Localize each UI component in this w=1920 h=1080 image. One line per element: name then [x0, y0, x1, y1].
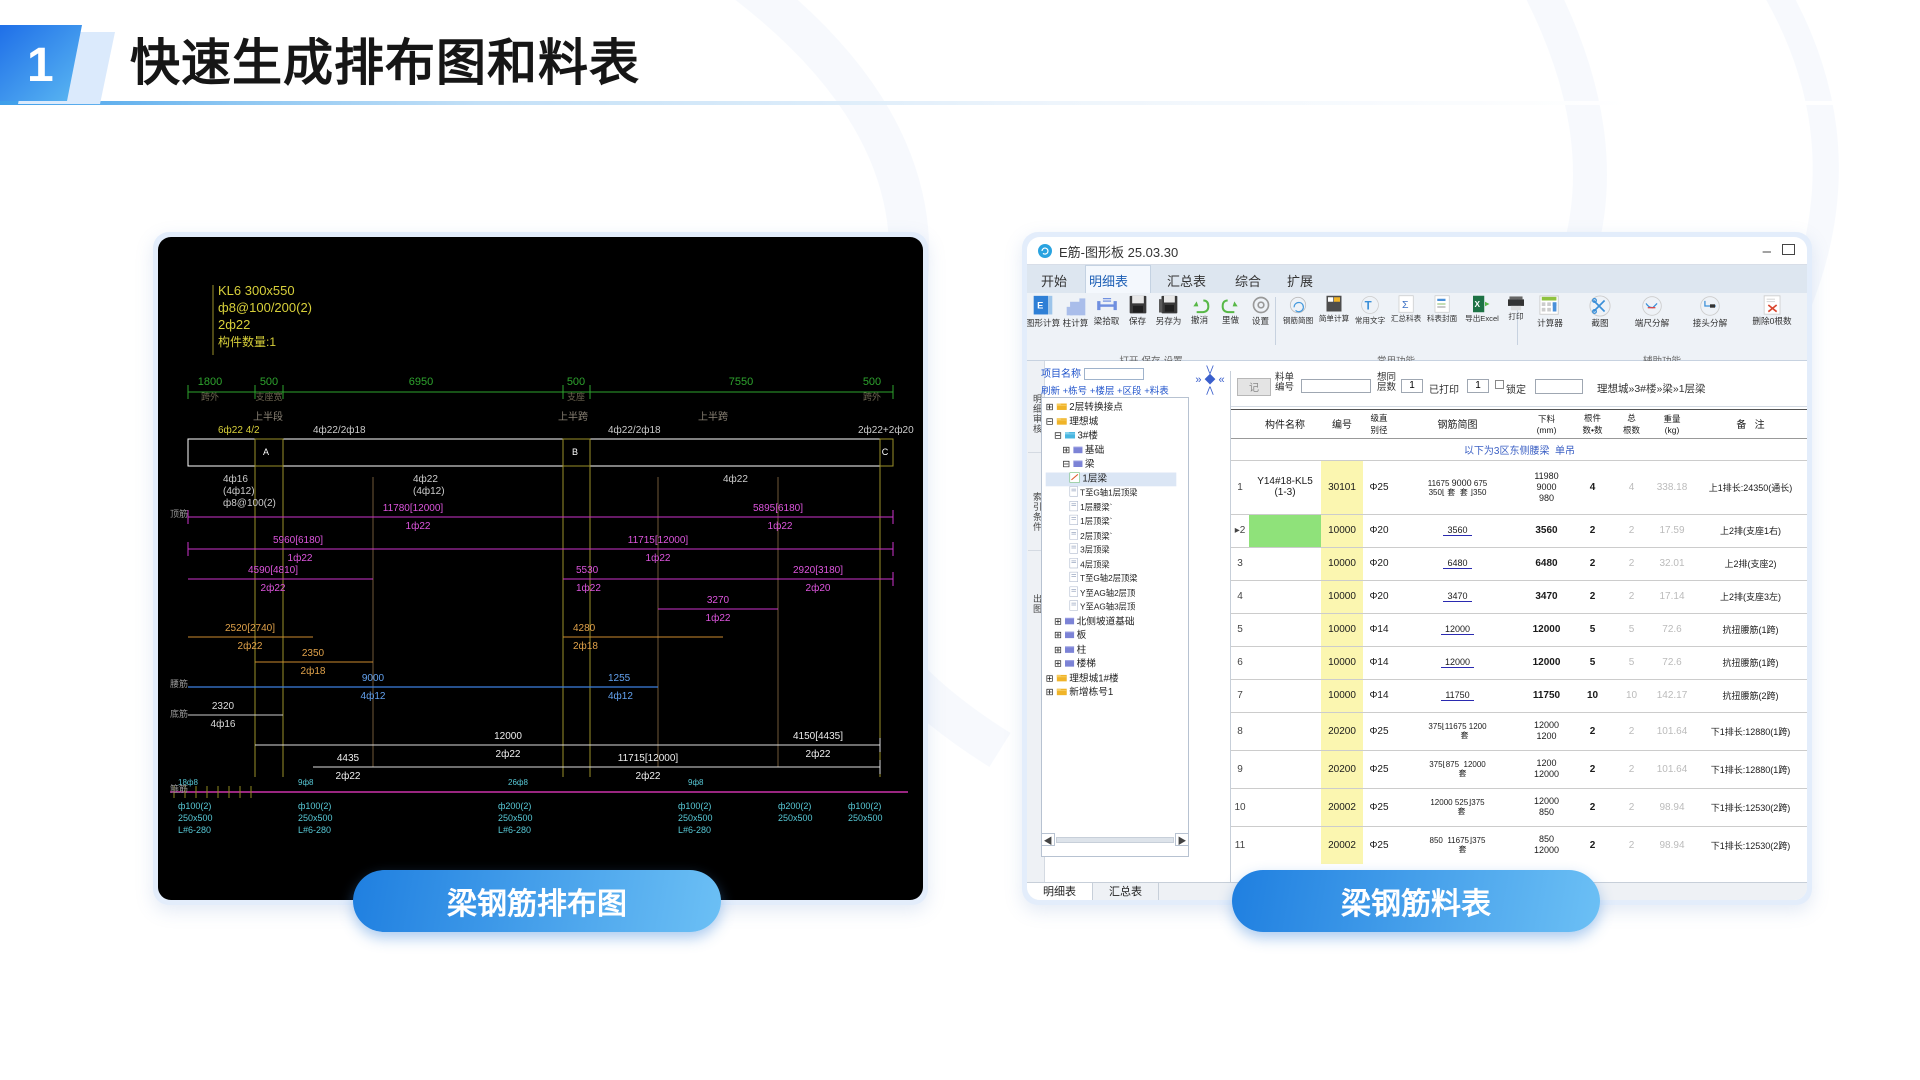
svg-text:X: X: [1475, 300, 1481, 309]
svg-text:5895[6180]: 5895[6180]: [753, 503, 803, 514]
svg-text:11715[12000]: 11715[12000]: [618, 753, 679, 764]
svg-text:T: T: [1365, 301, 1372, 313]
svg-text:4ф22/2ф18: 4ф22/2ф18: [313, 424, 366, 436]
svg-text:9ф8: 9ф8: [688, 778, 704, 787]
svg-text:500: 500: [567, 376, 585, 388]
svg-text:4150[4435]: 4150[4435]: [793, 731, 843, 742]
svg-text:2ф22: 2ф22: [336, 770, 361, 782]
svg-text:ф100(2): ф100(2): [678, 801, 711, 811]
svg-text:1255: 1255: [608, 673, 631, 684]
svg-text:底筋: 底筋: [170, 708, 188, 719]
svg-text:250x500: 250x500: [298, 813, 333, 823]
svg-text:箍筋: 箍筋: [170, 783, 188, 794]
svg-text:2ф22: 2ф22: [218, 317, 250, 332]
svg-text:2ф18: 2ф18: [301, 665, 326, 677]
svg-text:跨外: 跨外: [863, 391, 881, 402]
svg-text:4ф12: 4ф12: [361, 690, 386, 702]
svg-text:1: 1: [27, 39, 54, 92]
svg-text:500: 500: [863, 376, 881, 388]
svg-text:ф200(2): ф200(2): [778, 801, 811, 811]
svg-text:4280: 4280: [573, 623, 596, 634]
svg-text:1ф22: 1ф22: [646, 552, 671, 564]
svg-text:1ф22: 1ф22: [288, 552, 313, 564]
svg-text:(4ф12): (4ф12): [413, 485, 445, 497]
svg-text:顶筋: 顶筋: [170, 508, 188, 519]
svg-text:ф8@100(2): ф8@100(2): [223, 497, 276, 509]
svg-text:26ф8: 26ф8: [508, 778, 528, 787]
svg-text:1800: 1800: [198, 376, 222, 388]
svg-text:4ф16: 4ф16: [211, 718, 236, 730]
svg-text:2ф22: 2ф22: [636, 770, 661, 782]
svg-text:1ф22: 1ф22: [706, 612, 731, 624]
svg-text:支座: 支座: [567, 391, 585, 402]
svg-text:4ф22/2ф18: 4ф22/2ф18: [608, 424, 661, 436]
svg-text:2ф22: 2ф22: [261, 582, 286, 594]
svg-text:7550: 7550: [729, 376, 753, 388]
svg-text:2ф20: 2ф20: [806, 582, 831, 594]
svg-text:250x500: 250x500: [678, 813, 713, 823]
svg-text:4435: 4435: [337, 753, 360, 764]
svg-text:Σ: Σ: [1402, 299, 1409, 311]
svg-text:3270: 3270: [707, 595, 730, 606]
svg-text:9000: 9000: [362, 673, 385, 684]
svg-text:ф8@100/200(2): ф8@100/200(2): [218, 300, 312, 315]
svg-text:ф200(2): ф200(2): [498, 801, 531, 811]
svg-text:1ф22: 1ф22: [406, 520, 431, 532]
svg-text:250x500: 250x500: [498, 813, 533, 823]
svg-text:11780[12000]: 11780[12000]: [383, 503, 444, 514]
svg-text:上半段: 上半段: [253, 410, 283, 423]
svg-text:ф100(2): ф100(2): [848, 801, 881, 811]
svg-text:2920[3180]: 2920[3180]: [793, 565, 843, 576]
svg-text:上半跨: 上半跨: [698, 410, 728, 423]
svg-text:1ф22: 1ф22: [768, 520, 793, 532]
svg-text:2ф18: 2ф18: [573, 640, 598, 652]
svg-text:6ф22 4/2: 6ф22 4/2: [218, 424, 260, 436]
svg-text:4ф22: 4ф22: [723, 473, 748, 485]
svg-text:250x500: 250x500: [178, 813, 213, 823]
svg-text:(4ф12): (4ф12): [223, 485, 255, 497]
svg-text:250x500: 250x500: [848, 813, 883, 823]
svg-text:E: E: [1037, 301, 1043, 311]
svg-text:250x500: 250x500: [778, 813, 813, 823]
svg-text:500: 500: [260, 376, 278, 388]
svg-text:6950: 6950: [409, 376, 433, 388]
svg-text:2ф22: 2ф22: [238, 640, 263, 652]
svg-text:9ф8: 9ф8: [298, 778, 314, 787]
svg-text:C: C: [882, 447, 889, 457]
svg-text:4ф22: 4ф22: [413, 473, 438, 485]
svg-text:2350: 2350: [302, 648, 325, 659]
svg-text:4590[4810]: 4590[4810]: [248, 565, 298, 576]
svg-text:ф100(2): ф100(2): [298, 801, 331, 811]
svg-text:2ф22+2ф20: 2ф22+2ф20: [858, 424, 914, 436]
svg-text:L#6-280: L#6-280: [498, 825, 531, 835]
svg-text:12000: 12000: [494, 731, 522, 742]
svg-text:L#6-280: L#6-280: [298, 825, 331, 835]
svg-text:B: B: [572, 447, 578, 457]
svg-text:5960[6180]: 5960[6180]: [273, 535, 323, 546]
svg-text:L#6-280: L#6-280: [178, 825, 211, 835]
svg-text:2ф22: 2ф22: [806, 748, 831, 760]
svg-text:2ф22: 2ф22: [496, 748, 521, 760]
svg-text:A: A: [263, 447, 269, 457]
svg-text:2520[2740]: 2520[2740]: [225, 623, 275, 634]
svg-text:KL6 300x550: KL6 300x550: [218, 283, 295, 298]
svg-text:11715[12000]: 11715[12000]: [628, 535, 689, 546]
svg-text:跨外: 跨外: [201, 391, 219, 402]
svg-text:1ф22: 1ф22: [576, 582, 601, 594]
svg-text:上半跨: 上半跨: [558, 410, 588, 423]
svg-text:L#6-280: L#6-280: [678, 825, 711, 835]
svg-text:2320: 2320: [212, 701, 235, 712]
svg-text:腰筋: 腰筋: [170, 678, 188, 689]
svg-text:4ф12: 4ф12: [608, 690, 633, 702]
svg-text:5530: 5530: [576, 565, 599, 576]
svg-text:构件数量:1: 构件数量:1: [218, 334, 276, 349]
svg-text:4ф16: 4ф16: [223, 473, 248, 485]
svg-text:ф100(2): ф100(2): [178, 801, 211, 811]
svg-text:支座宽: 支座宽: [255, 391, 282, 402]
